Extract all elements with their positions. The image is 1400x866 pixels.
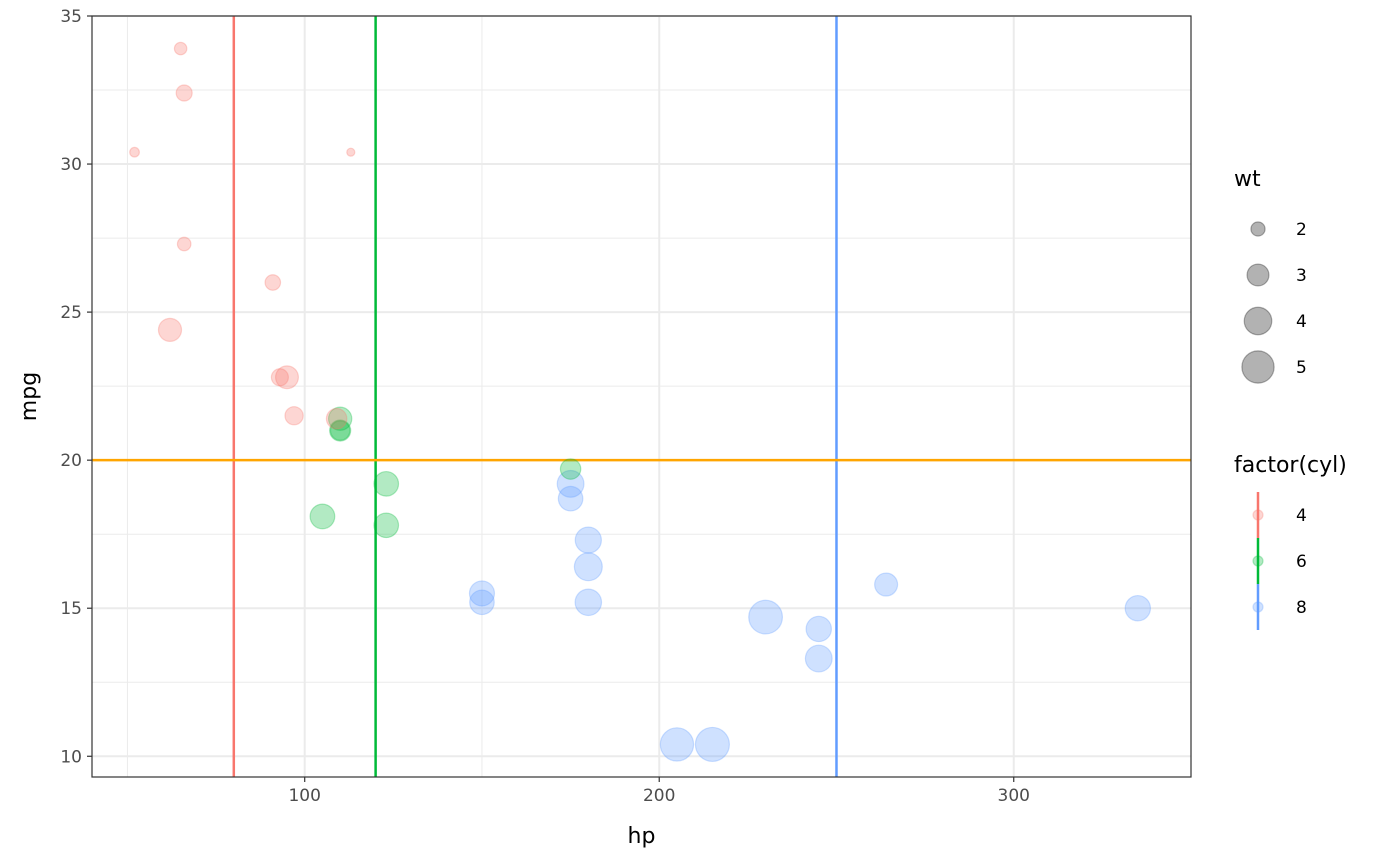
y-tick-label: 10: [60, 747, 82, 767]
panel-border: [91, 15, 1192, 778]
data-point: [157, 317, 183, 343]
data-point: [694, 726, 731, 763]
data-point: [574, 526, 602, 554]
x-axis-title: hp: [628, 824, 656, 849]
panel-background: [92, 16, 1191, 777]
data-point: [874, 572, 899, 597]
data-point: [574, 588, 603, 617]
y-axis-title: mpg: [17, 372, 42, 421]
data-point: [559, 458, 582, 480]
data-points: [129, 41, 1152, 763]
data-point: [329, 420, 351, 441]
color-legend-key: [1252, 601, 1264, 613]
data-point: [748, 599, 784, 635]
color-legend-key: [1252, 555, 1264, 567]
data-point: [557, 485, 584, 512]
size-legend-key: [1243, 306, 1273, 336]
size-legend: wt 2 3 4 5: [1234, 167, 1307, 384]
grid-lines: [92, 15, 1191, 777]
data-point: [373, 512, 400, 539]
data-point: [325, 407, 348, 430]
y-tick-label: 30: [60, 155, 82, 175]
data-point: [327, 406, 353, 431]
color-legend-title: factor(cyl): [1234, 453, 1347, 478]
x-tick-label: 100: [288, 786, 320, 806]
data-point: [556, 469, 585, 498]
data-point: [373, 470, 400, 497]
data-point: [468, 580, 496, 607]
y-tick-label: 15: [60, 599, 82, 619]
data-point: [274, 365, 299, 390]
size-legend-title: wt: [1234, 167, 1261, 192]
color-legend-label: 4: [1296, 506, 1307, 526]
data-point: [309, 503, 336, 530]
data-point: [469, 589, 495, 616]
x-tick-label: 300: [998, 786, 1030, 806]
data-point: [805, 615, 832, 643]
data-point: [1124, 594, 1152, 622]
size-legend-key: [1250, 221, 1266, 237]
color-legend-label: 6: [1296, 552, 1307, 572]
data-point: [176, 236, 192, 252]
y-tick-label: 20: [60, 451, 82, 471]
color-legend-label: 8: [1296, 598, 1307, 618]
data-point: [264, 274, 282, 291]
size-legend-label: 4: [1296, 312, 1307, 332]
data-point: [284, 406, 304, 426]
data-point: [129, 146, 140, 158]
size-legend-label: 3: [1296, 266, 1307, 286]
data-point: [573, 552, 603, 582]
color-legend: factor(cyl) 4 6 8: [1234, 453, 1347, 630]
y-tick-label: 35: [60, 7, 82, 27]
size-legend-label: 2: [1296, 220, 1307, 240]
size-legend-key: [1241, 350, 1275, 384]
data-point: [175, 84, 193, 102]
data-point: [804, 644, 833, 673]
color-legend-key: [1252, 509, 1264, 521]
data-point: [270, 368, 289, 387]
y-tick-label: 25: [60, 303, 82, 323]
data-point: [173, 41, 188, 56]
data-point: [346, 147, 356, 157]
x-tick-label: 200: [643, 786, 675, 806]
axis-ticks: 100 200 300 10 15 20 25 30 35: [60, 7, 1030, 806]
size-legend-label: 5: [1296, 358, 1307, 378]
data-point: [659, 727, 695, 762]
reference-lines: [92, 16, 1191, 777]
size-legend-key: [1246, 263, 1270, 287]
data-point: [329, 419, 352, 442]
